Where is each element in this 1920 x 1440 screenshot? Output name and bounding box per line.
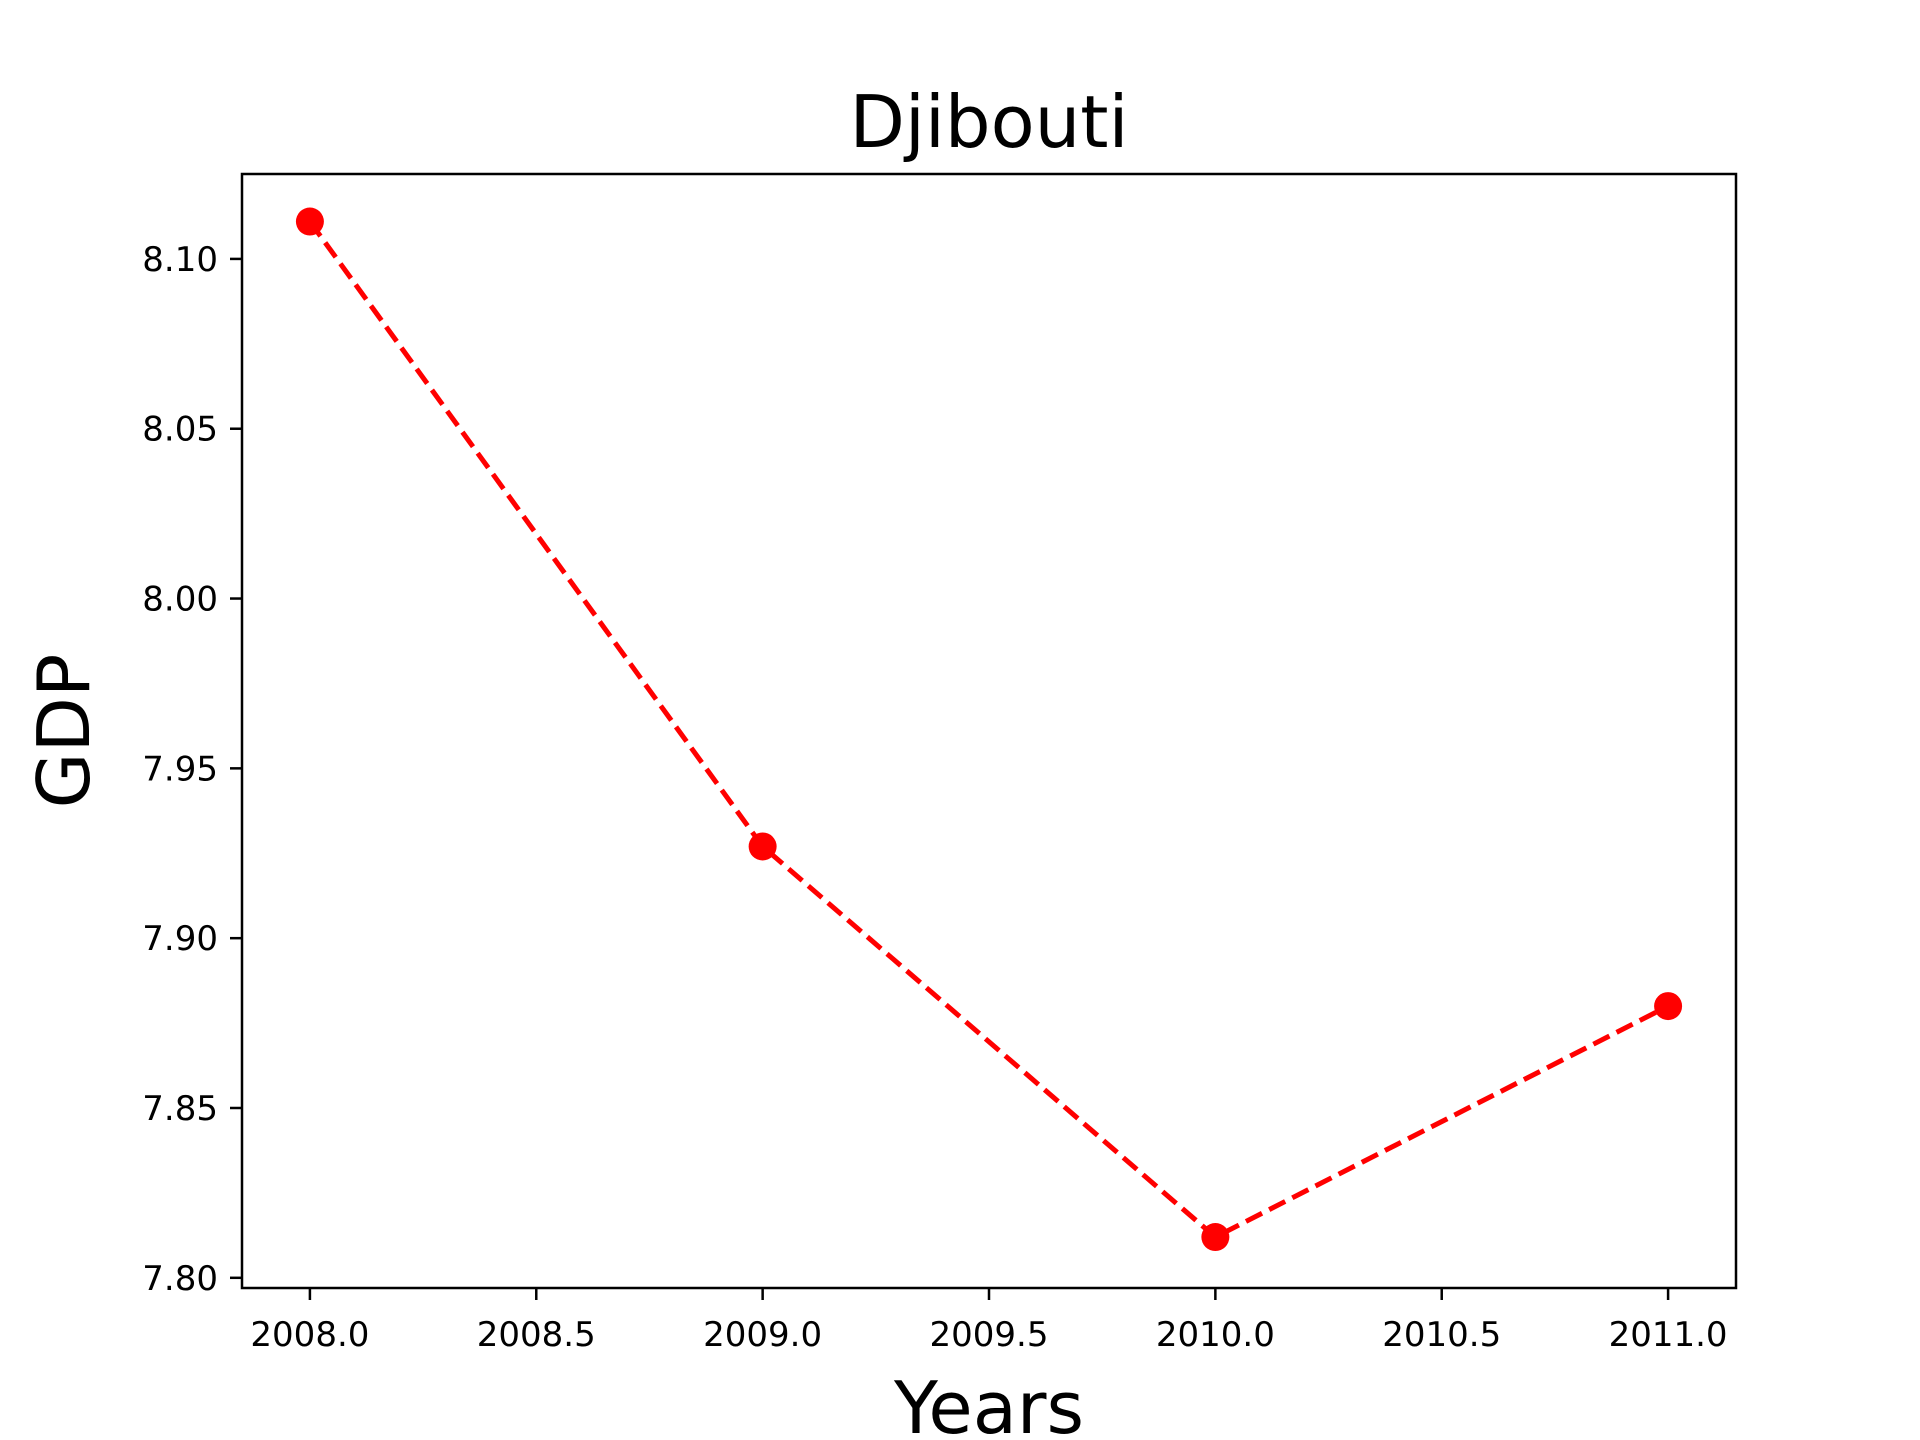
x-tick-label: 2008.5: [477, 1315, 596, 1355]
x-tick-label: 2011.0: [1609, 1315, 1728, 1355]
y-tick-label: 7.90: [142, 919, 218, 959]
x-tick-label: 2008.0: [250, 1315, 369, 1355]
series-layer: [295, 207, 1683, 1252]
data-point-marker: [1201, 1223, 1230, 1252]
y-axis-ticks: 7.80 7.85 7.90 7.95 8.00 8.05 8.10: [142, 240, 242, 1299]
y-axis-label: GDP: [22, 654, 106, 809]
y-tick-label: 8.05: [142, 410, 218, 450]
x-axis-ticks: 2008.0 2008.5 2009.0 2009.5 2010.0 2010.5 2011…: [250, 1288, 1728, 1355]
series-line: [307, 220, 1670, 1240]
data-point-marker: [295, 207, 324, 236]
y-tick-label: 7.95: [142, 749, 218, 789]
x-tick-label: 2009.5: [930, 1315, 1049, 1355]
data-point-marker: [748, 832, 777, 861]
x-axis-label: Years: [893, 1366, 1084, 1440]
x-tick-label: 2009.0: [703, 1315, 822, 1355]
plot-frame: [240, 172, 1738, 1290]
x-tick-label: 2010.0: [1156, 1315, 1275, 1355]
chart-title: Djibouti: [849, 80, 1128, 164]
data-point-marker: [1654, 992, 1683, 1021]
y-tick-label: 7.85: [142, 1089, 218, 1129]
y-tick-label: 8.10: [142, 240, 218, 280]
y-tick-label: 8.00: [142, 580, 218, 620]
y-tick-label: 7.80: [142, 1259, 218, 1299]
x-tick-label: 2010.5: [1382, 1315, 1501, 1355]
